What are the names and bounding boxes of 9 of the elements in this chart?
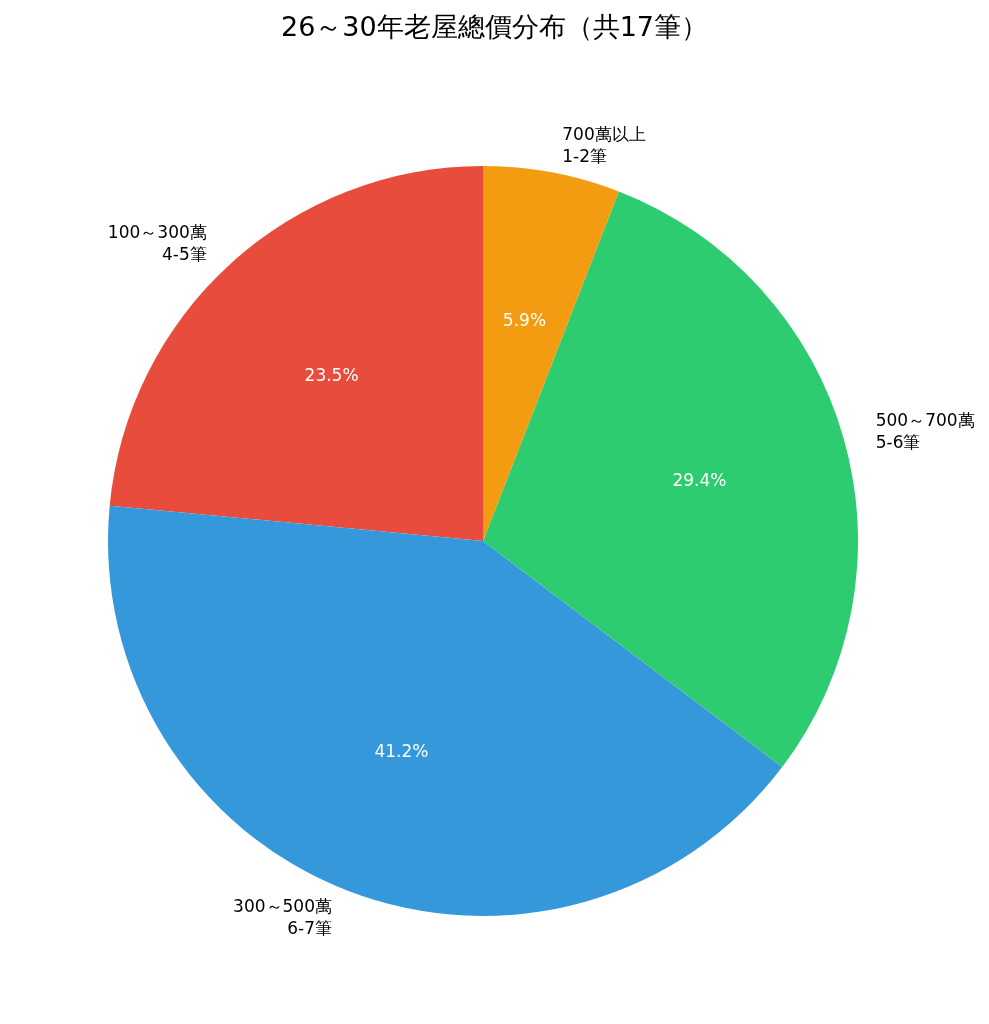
slice-label: 300～500萬 6-7筆 [233,895,332,938]
data-label: 41.2% [374,740,429,761]
data-label: 23.5% [304,364,359,385]
slice-label: 100～300萬 4-5筆 [107,221,207,264]
chart-title: 26～30年老屋總價分布（共17筆） [280,11,709,42]
slice-label: 700萬以上 1-2筆 [562,123,646,166]
data-label: 29.4% [672,469,727,490]
slice-label: 500～700萬 5-6筆 [875,410,975,452]
data-label: 5.9% [502,309,547,330]
